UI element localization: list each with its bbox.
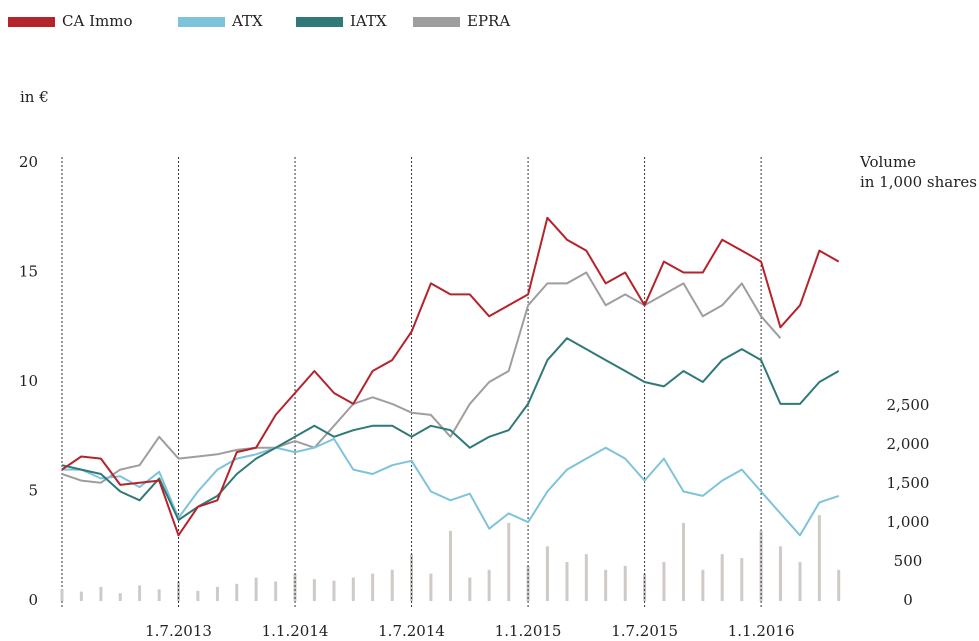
legend-label: EPRA <box>467 12 510 30</box>
y-axis-label: in € <box>20 88 49 106</box>
volume-bar <box>157 589 161 601</box>
volume-bar <box>584 554 588 601</box>
x-tick-label: 1.7.2013 <box>145 622 212 640</box>
legend-label: CA Immo <box>62 12 132 30</box>
y-tick-label: 15 <box>19 263 38 281</box>
volume-bar <box>740 558 744 601</box>
volume-bar <box>526 565 530 601</box>
y2-tick-label: 1,000 <box>887 513 930 531</box>
legend-label: ATX <box>231 12 263 30</box>
series-line <box>62 437 840 537</box>
volume-bar <box>274 581 278 601</box>
x-tick-label: 1.7.2015 <box>611 622 678 640</box>
x-tick-label: 1.1.2015 <box>495 622 562 640</box>
legend-swatch <box>296 17 343 27</box>
volume-bar <box>778 546 782 601</box>
y-tick-label: 0 <box>28 591 38 609</box>
volume-bar <box>682 522 686 601</box>
volume-bar <box>545 546 549 601</box>
y2-tick-label: 0 <box>903 591 913 609</box>
y2-tick-label: 500 <box>894 552 923 570</box>
volume-bar <box>487 569 491 601</box>
volume-bar <box>507 522 511 601</box>
series-line <box>61 216 840 537</box>
x-tick-label: 1.1.2016 <box>728 622 795 640</box>
y2-tick-label: 2,500 <box>887 396 930 414</box>
volume-bar <box>60 589 64 601</box>
volume-bar <box>798 561 802 601</box>
volume-bar <box>312 579 316 601</box>
volume-bar <box>837 569 841 601</box>
volume-bar <box>643 573 647 601</box>
legend-swatch <box>413 17 460 27</box>
volume-bar <box>604 569 608 601</box>
legend-label: IATX <box>350 12 387 30</box>
volume-bar <box>118 593 122 601</box>
y2-tick-label: 2,000 <box>887 435 930 453</box>
volume-bar <box>623 565 627 601</box>
series-line <box>61 271 782 484</box>
volume-bar <box>254 577 258 601</box>
volume-bar <box>332 580 336 601</box>
volume-bar <box>351 577 355 601</box>
volume-bar <box>177 581 181 601</box>
volume-bar <box>429 573 433 601</box>
y-tick-label: 10 <box>19 372 38 390</box>
volume-bar <box>448 530 452 601</box>
volume-bar <box>817 515 821 601</box>
volume-bar <box>371 573 375 601</box>
volume-bar <box>662 561 666 601</box>
volume-bar <box>701 569 705 601</box>
volume-bar <box>468 577 472 601</box>
y2-axis-label: Volume <box>859 153 916 171</box>
volume-bar <box>215 586 219 601</box>
legend-swatch <box>178 17 225 27</box>
series-line <box>61 337 840 521</box>
volume-bar <box>720 554 724 601</box>
volume-bar <box>390 569 394 601</box>
x-tick-label: 1.7.2014 <box>378 622 445 640</box>
volume-bar <box>196 590 200 601</box>
x-tick-label: 1.1.2014 <box>262 622 329 640</box>
y-tick-label: 5 <box>28 482 38 500</box>
y2-axis-label: in 1,000 shares <box>860 173 977 191</box>
volume-bar <box>293 573 297 601</box>
volume-bar <box>235 583 239 601</box>
volume-bar <box>138 585 142 601</box>
volume-bar <box>99 586 103 601</box>
volume-bar <box>565 561 569 601</box>
volume-bar <box>79 591 83 601</box>
y2-tick-label: 1,500 <box>887 474 930 492</box>
legend-swatch <box>8 17 55 27</box>
y-tick-label: 20 <box>19 153 38 171</box>
